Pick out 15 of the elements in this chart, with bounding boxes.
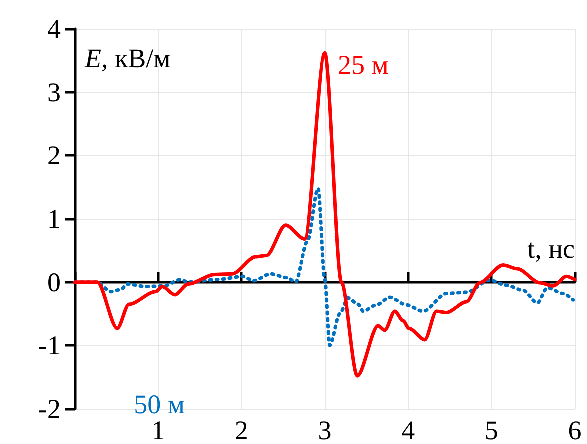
x-tick-label: 3: [318, 416, 332, 444]
y-tick-label: 0: [48, 267, 61, 298]
y-tick-label: 2: [48, 140, 61, 171]
y-axis-title: E, кВ/м: [84, 44, 171, 74]
y-tick-label: 3: [48, 77, 61, 108]
y-tick-label: 1: [48, 204, 61, 234]
series-label: 25 м: [338, 50, 389, 80]
x-tick-label: 4: [402, 416, 416, 444]
x-tick-label: 6: [568, 416, 582, 444]
y-tick-label: 4: [48, 14, 62, 44]
x-tick-label: 2: [234, 416, 248, 444]
x-tick-label: 5: [484, 416, 498, 444]
y-tick-label: -2: [38, 394, 61, 424]
x-axis-title: t, нс: [528, 234, 576, 264]
y-tick-label: -1: [38, 330, 61, 361]
